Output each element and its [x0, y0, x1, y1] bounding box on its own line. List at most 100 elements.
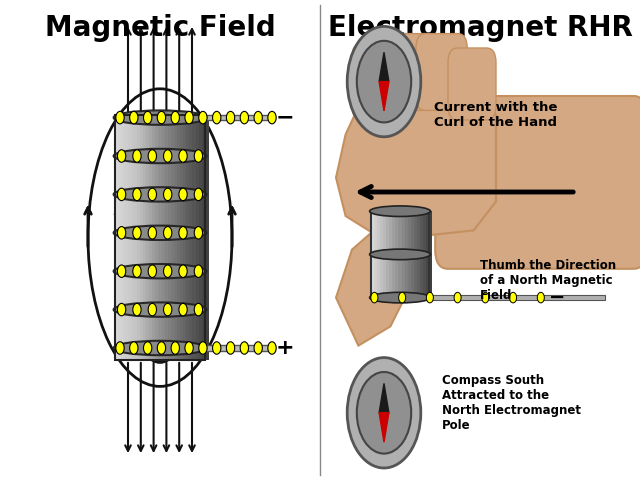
Bar	[399, 211, 402, 298]
Bar	[161, 115, 165, 360]
Circle shape	[268, 111, 276, 124]
Circle shape	[240, 111, 248, 124]
Circle shape	[133, 150, 141, 162]
Circle shape	[538, 292, 544, 303]
Circle shape	[130, 342, 138, 354]
Bar	[371, 211, 429, 298]
Ellipse shape	[114, 187, 206, 202]
Circle shape	[347, 358, 421, 468]
Circle shape	[116, 111, 124, 124]
Bar	[205, 115, 275, 120]
Bar	[389, 211, 393, 298]
Bar	[156, 115, 159, 360]
Circle shape	[195, 188, 202, 201]
Circle shape	[130, 111, 138, 124]
Circle shape	[199, 111, 207, 124]
Circle shape	[240, 342, 248, 354]
Bar	[196, 115, 199, 360]
Bar	[205, 115, 209, 360]
Bar	[131, 115, 134, 360]
Ellipse shape	[114, 302, 206, 317]
Bar	[404, 211, 408, 298]
Text: Compass South
Attracted to the
North Electromagnet
Pole: Compass South Attracted to the North Ele…	[442, 374, 580, 432]
Text: +: +	[275, 338, 294, 358]
Circle shape	[148, 227, 156, 239]
Bar	[186, 115, 190, 360]
Circle shape	[133, 188, 141, 201]
Circle shape	[371, 292, 378, 303]
Circle shape	[164, 227, 172, 239]
Text: −: −	[275, 108, 294, 128]
Circle shape	[143, 342, 152, 354]
Bar	[417, 211, 420, 298]
Ellipse shape	[114, 226, 206, 240]
Circle shape	[268, 342, 276, 354]
Bar	[396, 211, 399, 298]
Bar	[134, 115, 138, 360]
Circle shape	[227, 342, 235, 354]
Bar	[137, 115, 141, 360]
Circle shape	[212, 111, 221, 124]
Circle shape	[426, 292, 433, 303]
Bar	[118, 115, 122, 360]
Ellipse shape	[114, 110, 206, 125]
Circle shape	[179, 265, 188, 277]
Circle shape	[347, 26, 421, 137]
FancyBboxPatch shape	[448, 48, 496, 120]
Circle shape	[118, 265, 125, 277]
Circle shape	[199, 342, 207, 354]
Text: Thumb the Direction
of a North Magnetic
Field: Thumb the Direction of a North Magnetic …	[480, 259, 616, 302]
Circle shape	[148, 265, 156, 277]
Circle shape	[227, 111, 235, 124]
Circle shape	[179, 303, 188, 316]
Bar	[371, 211, 375, 298]
Bar	[429, 211, 433, 298]
Bar	[198, 115, 202, 360]
Bar	[122, 115, 125, 360]
FancyBboxPatch shape	[352, 43, 403, 120]
Bar	[159, 115, 162, 360]
Polygon shape	[379, 52, 389, 82]
Bar	[423, 211, 426, 298]
Text: −: −	[548, 288, 565, 307]
Circle shape	[399, 292, 406, 303]
Circle shape	[133, 227, 141, 239]
Bar	[408, 211, 412, 298]
Circle shape	[185, 342, 193, 354]
Bar	[189, 115, 193, 360]
Circle shape	[171, 111, 179, 124]
Text: Electromagnet RHR: Electromagnet RHR	[328, 14, 632, 42]
Circle shape	[143, 111, 152, 124]
Circle shape	[133, 265, 141, 277]
Circle shape	[148, 303, 156, 316]
Bar	[193, 115, 196, 360]
Circle shape	[195, 303, 202, 316]
Bar	[411, 211, 414, 298]
Circle shape	[195, 150, 202, 162]
Bar	[177, 115, 180, 360]
Circle shape	[195, 227, 202, 239]
Circle shape	[133, 303, 141, 316]
Circle shape	[118, 303, 125, 316]
Circle shape	[179, 227, 188, 239]
Circle shape	[357, 41, 412, 122]
Circle shape	[179, 188, 188, 201]
Polygon shape	[336, 216, 416, 346]
Bar	[164, 115, 168, 360]
FancyBboxPatch shape	[435, 96, 640, 269]
Circle shape	[118, 188, 125, 201]
Circle shape	[185, 111, 193, 124]
Circle shape	[164, 303, 172, 316]
Bar	[205, 346, 275, 350]
Circle shape	[148, 188, 156, 201]
Circle shape	[148, 150, 156, 162]
Bar	[371, 295, 605, 300]
Circle shape	[157, 111, 166, 124]
Bar	[374, 211, 378, 298]
Bar	[171, 115, 175, 360]
Bar	[174, 115, 178, 360]
Ellipse shape	[114, 341, 206, 355]
Bar	[377, 211, 381, 298]
Bar	[152, 115, 156, 360]
Bar	[401, 211, 405, 298]
